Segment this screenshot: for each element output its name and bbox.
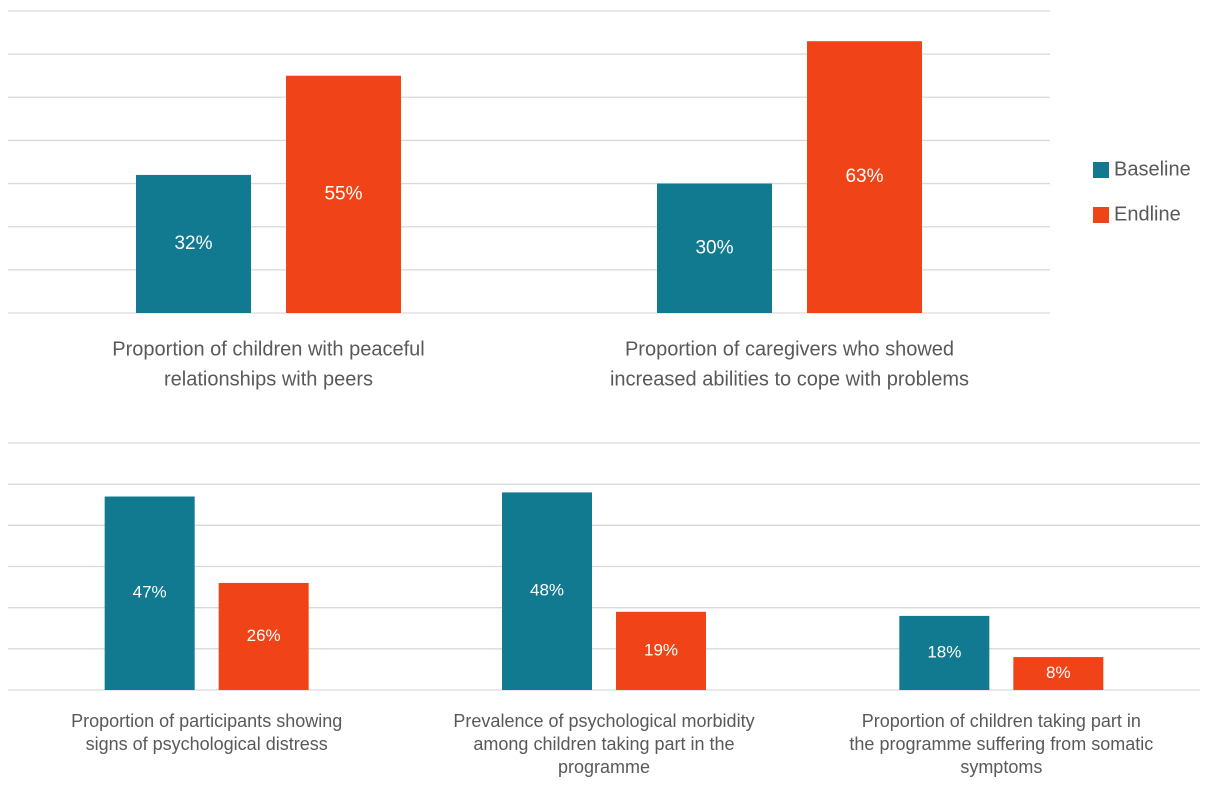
data-label: 30%	[695, 237, 733, 258]
data-label: 48%	[530, 581, 564, 600]
x-tick-label: Prevalence of psychological morbidity	[453, 711, 754, 731]
data-label: 26%	[247, 626, 281, 645]
bar	[502, 492, 592, 690]
data-label: 32%	[174, 233, 212, 254]
bar	[104, 496, 195, 690]
data-label: 19%	[644, 640, 678, 659]
x-tick-label: programme	[558, 757, 650, 777]
x-tick-label: Proportion of participants showing	[71, 711, 342, 731]
x-tick-label: Proportion of children with peaceful	[112, 338, 424, 360]
x-tick-label: among children taking part in the	[473, 734, 734, 754]
data-label: 18%	[927, 642, 961, 661]
legend-label: Baseline	[1114, 158, 1191, 180]
data-label: 55%	[324, 183, 362, 204]
x-tick-label: signs of psychological distress	[86, 734, 328, 754]
data-label: 63%	[845, 166, 883, 187]
bar	[807, 41, 922, 313]
x-tick-label: the programme suffering from somatic	[849, 734, 1153, 754]
x-tick-label: Proportion of caregivers who showed	[625, 338, 954, 360]
bar	[657, 183, 772, 313]
bar	[616, 611, 706, 690]
data-label: 8%	[1046, 663, 1071, 682]
data-label: 47%	[133, 583, 167, 602]
x-tick-label: relationships with peers	[164, 368, 373, 390]
x-tick-label: increased abilities to cope with problem…	[610, 368, 969, 390]
bar	[136, 174, 251, 313]
bar	[899, 615, 990, 690]
bar	[286, 75, 401, 313]
bar	[218, 582, 309, 690]
legend-swatch	[1093, 162, 1109, 178]
x-tick-label: symptoms	[960, 757, 1042, 777]
legend-label: Endline	[1114, 203, 1181, 225]
legend-swatch	[1093, 207, 1109, 223]
x-tick-label: Proportion of children taking part in	[862, 711, 1141, 731]
bar	[1013, 657, 1104, 690]
